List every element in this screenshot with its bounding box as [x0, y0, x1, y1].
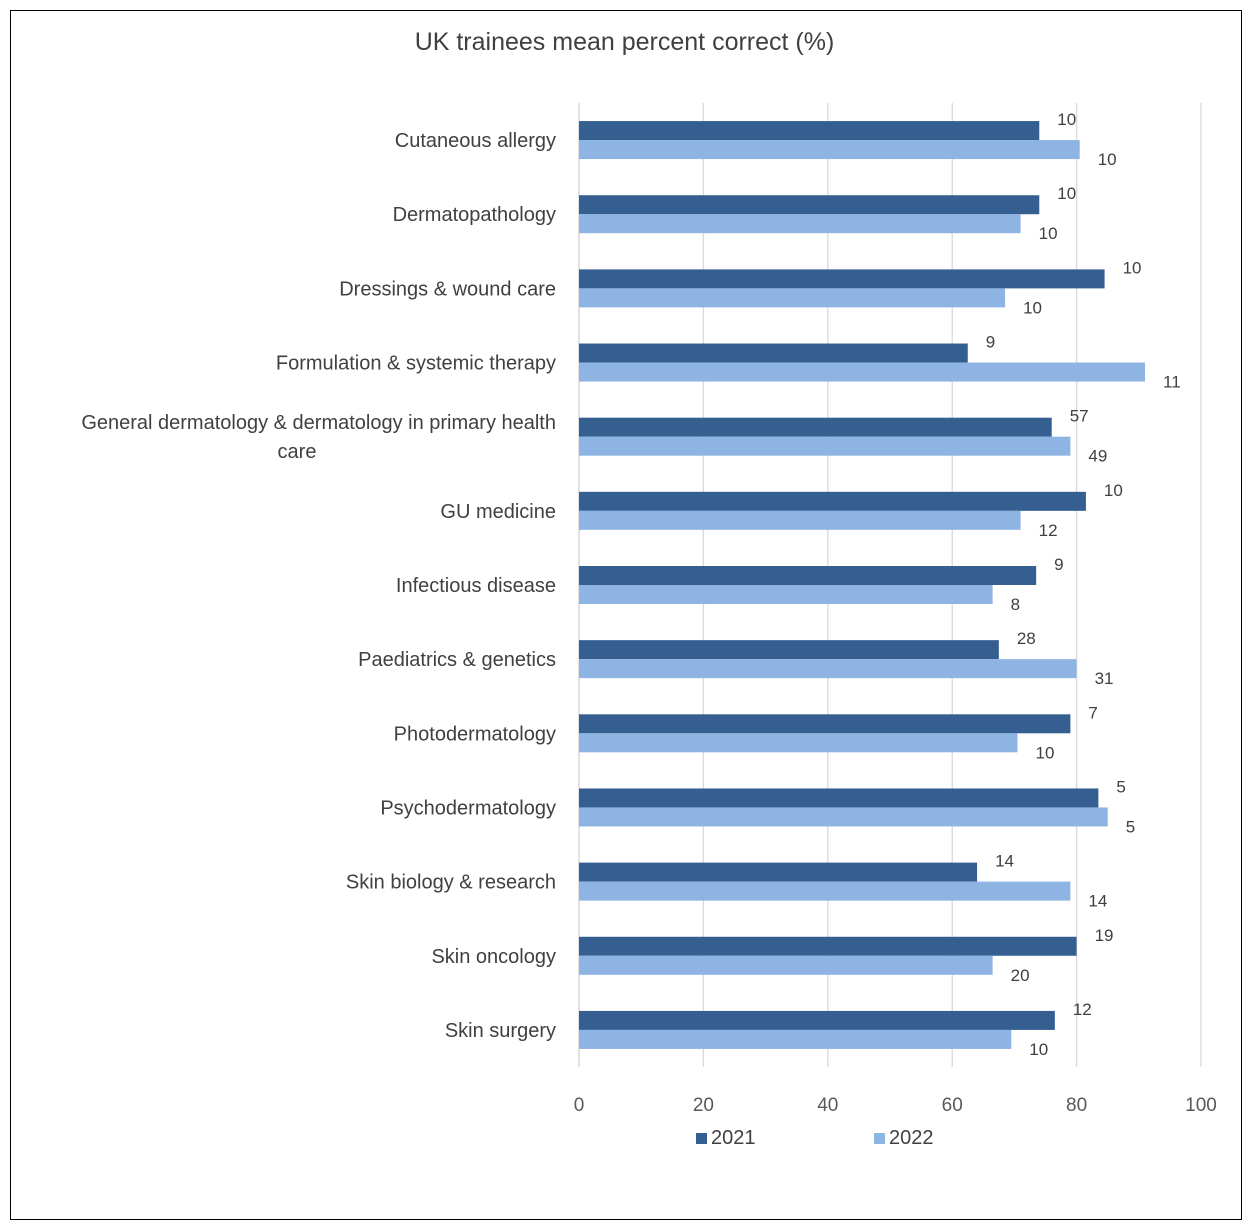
legend-item-2022: 2022 — [874, 1127, 934, 1150]
legend-item-2021: 2021 — [696, 1127, 756, 1150]
data-label-2022: 12 — [1039, 521, 1058, 540]
bar-2021 — [579, 121, 1040, 141]
x-tick-label: 20 — [693, 1095, 714, 1116]
bar-2022 — [579, 140, 1080, 160]
bar-2021 — [579, 1010, 1055, 1030]
data-label-2021: 10 — [1057, 110, 1076, 129]
category-label: Infectious disease — [396, 575, 556, 597]
category-labels: Cutaneous allergy Dermatopathology Dressin… — [81, 130, 556, 1042]
category-label: Skin oncology — [431, 946, 556, 968]
bar-2022 — [579, 955, 993, 975]
category-label: GU medicine — [440, 501, 556, 523]
bar-2021 — [579, 788, 1099, 808]
bar-2021 — [579, 936, 1077, 956]
data-label-2022: 10 — [1023, 298, 1042, 317]
bar-2022 — [579, 288, 1006, 308]
data-label-2021: 10 — [1123, 258, 1142, 277]
data-label-2022: 10 — [1039, 224, 1058, 243]
bar-2021 — [579, 566, 1037, 585]
data-label-2021: 12 — [1073, 1000, 1092, 1019]
x-tick-label: 80 — [1066, 1095, 1087, 1116]
data-label-2022: 11 — [1163, 373, 1181, 392]
bar-2021 — [579, 343, 968, 363]
bar-2022 — [579, 807, 1108, 827]
gridlines — [578, 103, 1202, 1067]
chart-title: UK trainees mean percent correct (%) — [414, 28, 835, 56]
category-label: Psychodermatology — [380, 797, 556, 819]
bar-2022 — [579, 214, 1021, 234]
bar-2022 — [579, 1029, 1012, 1049]
bar-2021 — [579, 269, 1105, 289]
bar-2021 — [579, 640, 999, 660]
data-label-2022: 31 — [1095, 669, 1114, 688]
data-label-2021: 10 — [1104, 481, 1123, 500]
x-tick-label: 100 — [1185, 1095, 1217, 1116]
data-label-2021: 57 — [1070, 407, 1089, 426]
legend-swatch-2021 — [696, 1133, 707, 1144]
x-tick-label: 0 — [574, 1095, 585, 1116]
data-label-2021: 28 — [1017, 629, 1036, 648]
bar-2022 — [579, 733, 1018, 753]
data-label-2022: 10 — [1029, 1040, 1048, 1059]
category-label: Paediatrics & genetics — [358, 649, 556, 671]
data-label-2021: 9 — [1054, 555, 1063, 574]
bar-2021 — [579, 491, 1086, 511]
bar-2022 — [579, 659, 1077, 679]
legend-label-2022: 2022 — [889, 1127, 934, 1149]
bar-2021 — [579, 862, 978, 882]
bar-2021 — [579, 714, 1071, 734]
category-label: Dermatopathology — [393, 204, 556, 226]
data-label-2021: 9 — [986, 333, 995, 352]
data-label-2022: 49 — [1088, 447, 1107, 466]
category-label: Formulation & systemic therapy — [276, 353, 556, 375]
data-label-2021: 7 — [1088, 703, 1097, 722]
data-label-2022: 10 — [1036, 743, 1055, 762]
bar-2022 — [579, 881, 1071, 901]
category-label: General dermatology & dermatology in pri… — [81, 412, 556, 434]
x-tick-labels: 0 20 40 60 80 100 — [574, 1095, 1217, 1116]
legend: 2021 2022 — [0, 1127, 1249, 1157]
bar-2021 — [579, 195, 1040, 215]
bar-2022 — [579, 436, 1071, 456]
bar-2022 — [579, 585, 993, 604]
bar-2022 — [579, 510, 1021, 530]
data-labels: 10 10 10 10 10 10 9 11 57 49 10 12 9 8 28 31 7 10 5 5 14 14 19… — [986, 110, 1181, 1059]
category-label: Photodermatology — [394, 723, 556, 745]
data-label-2022: 10 — [1098, 150, 1117, 169]
data-label-2022: 5 — [1126, 817, 1135, 836]
category-label: Skin biology & research — [346, 872, 556, 894]
data-label-2022: 20 — [1011, 966, 1030, 985]
bar-2021 — [579, 417, 1052, 437]
category-label: Skin surgery — [445, 1020, 556, 1042]
data-label-2022: 14 — [1088, 892, 1107, 911]
data-label-2022: 8 — [1011, 595, 1020, 614]
data-label-2021: 5 — [1116, 777, 1125, 796]
x-tick-label: 40 — [817, 1095, 838, 1116]
x-tick-label: 60 — [942, 1095, 963, 1116]
bars — [579, 121, 1146, 1049]
category-label: Cutaneous allergy — [395, 130, 556, 152]
legend-label-2021: 2021 — [711, 1127, 756, 1149]
category-label: care — [278, 441, 317, 463]
data-label-2021: 19 — [1095, 926, 1114, 945]
legend-swatch-2022 — [874, 1133, 885, 1144]
bar-2022 — [579, 362, 1146, 382]
category-label: Dressings & wound care — [339, 278, 556, 300]
data-label-2021: 14 — [995, 852, 1014, 871]
data-label-2021: 10 — [1057, 184, 1076, 203]
